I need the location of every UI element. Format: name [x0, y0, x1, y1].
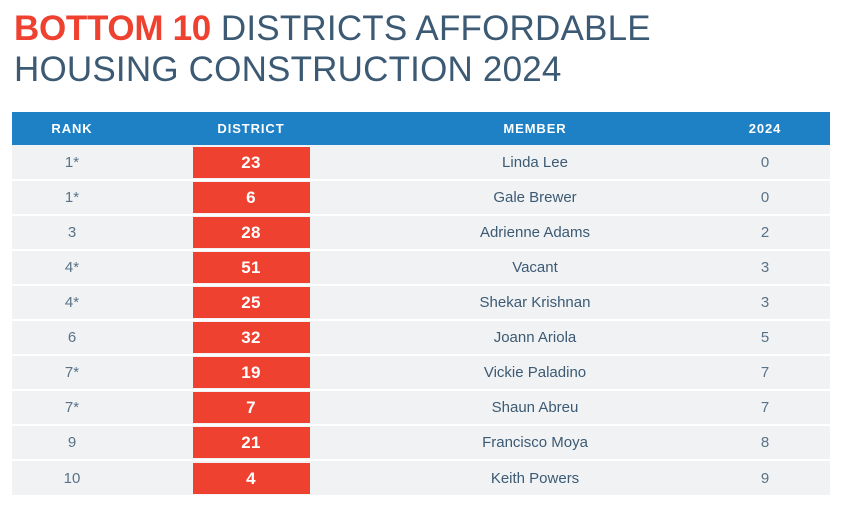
cell-2024: 3	[700, 284, 830, 320]
cell-rank: 7*	[12, 354, 132, 390]
title-line-1-rest: DISTRICTS AFFORDABLE	[210, 9, 651, 48]
cell-2024: 0	[700, 179, 830, 215]
cell-district: 32	[132, 319, 370, 355]
table-row: 1* 6 Gale Brewer 0	[12, 179, 830, 215]
cell-district: 19	[132, 354, 370, 390]
page-title: BOTTOM 10 DISTRICTS AFFORDABLE HOUSING C…	[0, 0, 842, 90]
table-header-row: RANK DISTRICT MEMBER 2024	[12, 112, 830, 145]
cell-2024: 9	[700, 459, 830, 495]
cell-2024: 8	[700, 424, 830, 460]
table-row: 4* 25 Shekar Krishnan 3	[12, 284, 830, 320]
district-badge: 28	[192, 217, 310, 248]
table-row: 10 4 Keith Powers 9	[12, 459, 830, 495]
table-row: 7* 19 Vickie Paladino 7	[12, 354, 830, 390]
cell-district: 6	[132, 179, 370, 215]
cell-district: 23	[132, 145, 370, 180]
cell-member: Linda Lee	[502, 153, 568, 171]
rankings-table-container: RANK DISTRICT MEMBER 2024 1* 23 Linda Lee 0…	[12, 112, 830, 495]
cell-2024: 0	[760, 153, 770, 171]
cell-member: Vickie Paladino	[370, 354, 700, 390]
cell-rank: 7*	[12, 389, 132, 425]
cell-2024: 2	[700, 214, 830, 250]
cell-member: Shaun Abreu	[370, 389, 700, 425]
cell-member: Adrienne Adams	[370, 214, 700, 250]
cell-2024: 7	[700, 389, 830, 425]
cell-rank: 1*	[64, 153, 80, 171]
column-header-member: MEMBER	[370, 112, 700, 145]
table-row: 6 32 Joann Ariola 5	[12, 319, 830, 355]
cell-district: 7	[132, 389, 370, 425]
district-badge: 4	[192, 462, 310, 494]
cell-district: 4	[132, 459, 370, 495]
cell-rank: 1*	[12, 179, 132, 215]
table-row: 3 28 Adrienne Adams 2	[12, 214, 830, 250]
cell-member: Vacant	[370, 249, 700, 285]
table-header: RANK DISTRICT MEMBER 2024	[12, 112, 830, 145]
title-line-2: HOUSING CONSTRUCTION 2024	[14, 50, 562, 89]
column-header-2024: 2024	[700, 112, 830, 145]
cell-member: Francisco Moya	[370, 424, 700, 460]
cell-rank: 6	[12, 319, 132, 355]
cell-2024: 7	[700, 354, 830, 390]
table-row: 4* 51 Vacant 3	[12, 249, 830, 285]
district-badge: 32	[192, 322, 310, 353]
cell-rank: 3	[12, 214, 132, 250]
cell-2024: 3	[700, 249, 830, 285]
district-badge: 23	[192, 146, 310, 178]
cell-district: 51	[132, 249, 370, 285]
cell-member: Joann Ariola	[370, 319, 700, 355]
district-badge: 7	[192, 392, 310, 423]
title-accent-text: BOTTOM 10	[14, 9, 211, 48]
district-badge: 6	[192, 182, 310, 213]
table-body: 1* 23 Linda Lee 0 1* 6 Gale Brewer 0 3 28 Adrienne…	[12, 145, 830, 495]
column-header-rank: RANK	[12, 112, 132, 145]
cell-2024: 5	[700, 319, 830, 355]
cell-rank: 10	[12, 459, 132, 495]
district-badge: 51	[192, 252, 310, 283]
table-row: 1* 23 Linda Lee 0	[12, 145, 830, 180]
cell-district: 21	[132, 424, 370, 460]
cell-rank: 9	[12, 424, 132, 460]
table-row: 7* 7 Shaun Abreu 7	[12, 389, 830, 425]
rankings-table: RANK DISTRICT MEMBER 2024 1* 23 Linda Lee 0…	[12, 112, 830, 495]
cell-member: Shekar Krishnan	[370, 284, 700, 320]
column-header-district: DISTRICT	[132, 112, 370, 145]
cell-member: Keith Powers	[370, 459, 700, 495]
title-line-1: BOTTOM 10 DISTRICTS AFFORDABLE	[14, 8, 842, 49]
cell-rank: 4*	[12, 284, 132, 320]
district-badge: 25	[192, 287, 310, 318]
cell-rank: 4*	[12, 249, 132, 285]
table-row: 9 21 Francisco Moya 8	[12, 424, 830, 460]
cell-member: Gale Brewer	[370, 179, 700, 215]
district-badge: 19	[192, 357, 310, 388]
cell-district: 28	[132, 214, 370, 250]
district-badge: 21	[192, 427, 310, 458]
cell-district: 25	[132, 284, 370, 320]
